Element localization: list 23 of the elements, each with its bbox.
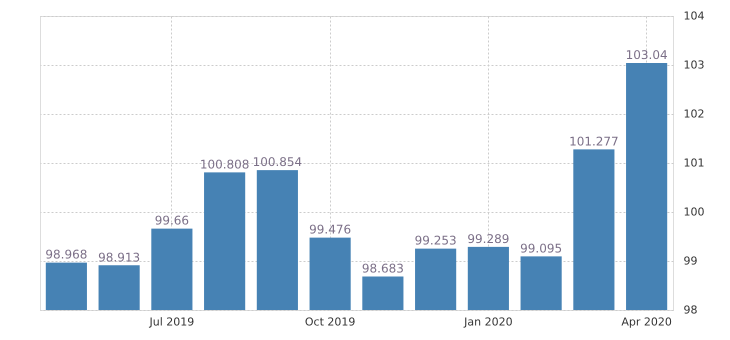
x-tick-label: Jul 2019: [148, 316, 194, 328]
data-label: 100.808: [200, 157, 250, 172]
data-label: 103.04: [626, 48, 668, 62]
data-label: 99.253: [414, 234, 457, 248]
data-label: 98.968: [45, 248, 88, 262]
data-label: 98.683: [362, 262, 404, 276]
y-tick-label: 104: [684, 10, 704, 22]
data-label: 98.913: [98, 250, 140, 264]
data-label: 99.095: [520, 241, 562, 256]
data-label: 100.854: [252, 155, 302, 170]
y-tick-label: 99: [684, 254, 698, 268]
y-tick-label: 98: [684, 304, 698, 316]
x-tick-label: Apr 2020: [621, 316, 672, 328]
y-tick-label: 101: [684, 156, 704, 170]
data-label: 99.289: [467, 232, 510, 246]
y-tick-label: 100: [684, 206, 704, 218]
data-label: 99.476: [309, 222, 352, 237]
data-label: 101.277: [569, 134, 619, 148]
y-tick-label: 103: [684, 58, 704, 72]
y-tick-label: 102: [684, 108, 704, 120]
x-tick-label: Jan 2020: [463, 316, 513, 328]
x-tick-label: Oct 2019: [304, 316, 356, 328]
data-label: 99.66: [154, 214, 190, 228]
